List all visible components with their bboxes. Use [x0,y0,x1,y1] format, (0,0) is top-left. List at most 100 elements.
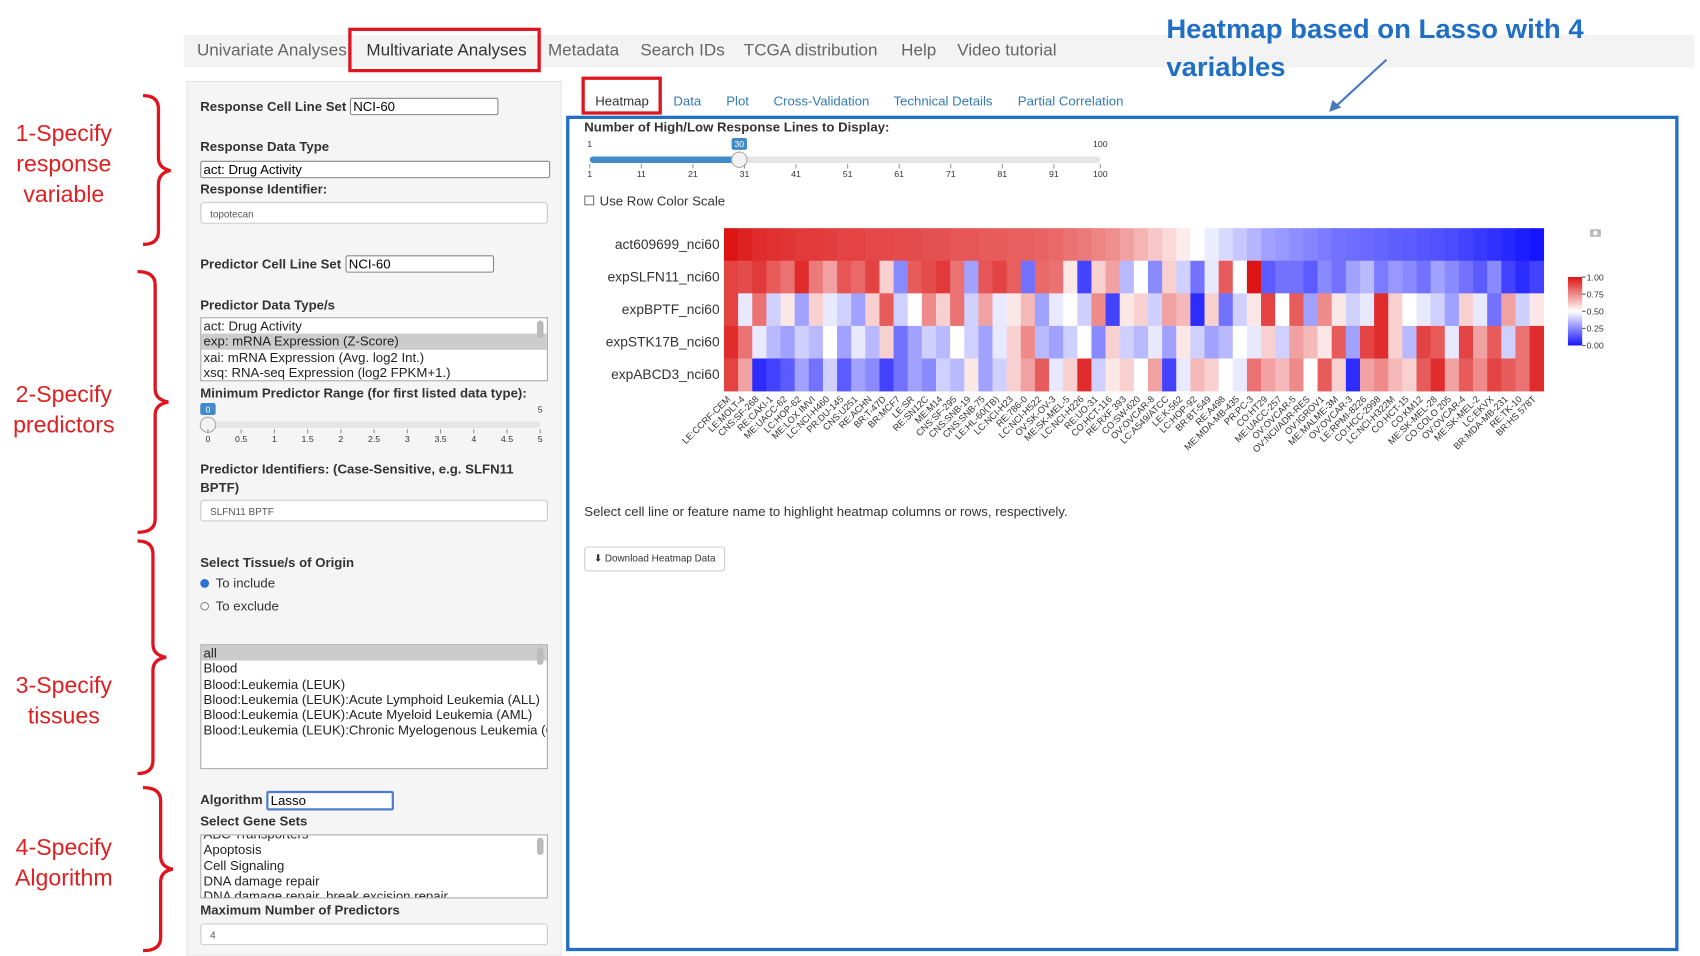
radio-dot[interactable] [200,601,210,611]
list-option[interactable]: ABC Transporters [203,834,309,842]
list-option[interactable]: xsq: RNA-seq Expression (log2 FPKM+1.) [203,364,451,381]
camera-icon[interactable] [1589,229,1601,237]
heatmap-cell [935,260,951,294]
heatmap-cell [1458,358,1474,392]
nav-tab[interactable]: Video tutorial [957,41,1057,60]
sub-tab[interactable]: Partial Correlation [1017,93,1124,109]
sub-tab[interactable]: Cross-Validation [773,93,870,109]
slider-max: 5 [538,404,543,414]
colorbar-tick-label: 0.75 [1587,289,1604,299]
list-option[interactable]: Blood:Leukemia (LEUK):Acute Lymphoid Leu… [203,691,540,708]
text-input[interactable]: 4 [200,923,548,946]
heatmap-cell [837,325,852,359]
list-option[interactable]: act: Drug Activity [203,318,302,334]
listbox[interactable]: act: Drug Activity exp: mRNA Expression (… [200,317,548,382]
sub-tab[interactable]: Plot [726,93,749,109]
nav-tab[interactable]: Univariate Analyses [196,41,347,60]
list-option[interactable]: Cell Signaling [203,857,285,874]
sub-tab[interactable]: Data [673,93,702,109]
row-label[interactable]: expABCD3_nci60 [611,367,720,382]
brackets [137,93,174,953]
colorbar-tick-label: 1.00 [1587,272,1604,282]
heatmap-cell [1515,325,1530,359]
heatmap-cell [1303,358,1318,392]
heatmap-cell [808,228,824,262]
select[interactable]: act: Drug Activity [200,160,551,179]
heatmap-cell [865,358,880,392]
listbox[interactable]: all Blood Blood:Leukemia (LEUK) Blood:Leuke… [200,644,548,770]
heatmap-cell [1204,260,1219,294]
heatmap-cell [950,325,965,359]
sub-tab-active[interactable]: Heatmap [595,93,649,109]
heatmap-cell [752,325,767,359]
heatmap-cell [921,293,937,327]
slider-handle[interactable] [731,151,748,168]
heatmap-cell [752,293,767,327]
heatmap-cell [1190,358,1205,392]
checkbox-label: Use Row Color Scale [599,193,726,209]
list-option[interactable]: Blood [203,660,238,677]
nav-tab[interactable]: Help [901,41,937,60]
list-option[interactable]: xai: mRNA Expression (Avg. log2 Int.) [203,349,425,365]
heatmap-cell [1359,228,1375,262]
heatmap-cell [1232,260,1248,294]
heatmap-cell [1162,358,1177,392]
slider-tick-label: 51 [843,169,853,179]
listbox[interactable]: ABC Transporters Apoptosis Cell Signaling D… [200,834,548,899]
heatmap-cell [1105,228,1121,262]
download-button[interactable]: ⬇ Download Heatmap Data [584,546,726,572]
heatmap-cell [1388,293,1403,327]
radio-label: To exclude [215,598,279,614]
list-option[interactable]: DNA damage repair [203,873,320,889]
heatmap-cell [865,228,880,262]
nav-tab[interactable]: Metadata [547,41,620,60]
list-option[interactable]: Blood:Leukemia (LEUK):Acute Myeloid Leuk… [203,707,533,723]
list-option[interactable]: exp: mRNA Expression (Z-Score) [201,333,547,350]
text-input[interactable]: topotecan [200,202,548,224]
heatmap-cell [1374,228,1389,262]
heatmap-cell [1458,228,1474,262]
heatmap-cell [1402,293,1417,327]
select[interactable]: NCI-60 [349,97,499,116]
list-option[interactable]: DNA damage repair, break excision repair [203,888,448,899]
heatmap-cell [1133,325,1149,359]
heatmap-cell [1218,260,1234,294]
slider-tick-label: 41 [791,169,801,179]
slider-tick-label: 0 [206,434,211,444]
nav-tab[interactable]: TCGA distribution [743,41,878,60]
radio[interactable]: To exclude [200,599,279,614]
radio[interactable]: To include [200,576,275,591]
nav-tab[interactable]: Search IDs [640,41,725,60]
list-option[interactable]: Blood:Leukemia (LEUK) [203,676,346,692]
heatmap-cell [752,260,767,294]
heatmap-cell [1204,358,1219,392]
heatmap-cell [964,293,979,327]
text-input[interactable]: SLFN11 BPTF [200,499,548,522]
heatmap-cell [1388,358,1403,392]
heatmap-cell [992,260,1007,294]
heatmap-cell [935,293,951,327]
row-label[interactable]: expBPTF_nci60 [622,302,720,317]
select[interactable]: Lasso [266,790,394,811]
checkbox-box[interactable] [584,195,595,206]
row-label[interactable]: act609699_nci60 [615,237,720,252]
heatmap-cell [907,228,923,262]
radio-dot[interactable] [200,579,210,588]
heatmap-cell [794,293,810,327]
list-option[interactable]: Apoptosis [203,842,262,858]
checkbox[interactable]: Use Row Color Scale [584,193,726,209]
heatmap-cell [1289,228,1304,262]
row-label[interactable]: expSTK17B_nci60 [606,335,720,350]
slider-value: 30 [734,139,744,149]
heatmap-cell [1034,358,1050,392]
heatmap-cell [837,358,852,392]
list-option[interactable]: Blood:Leukemia (LEUK):Chronic Myelogenou… [203,722,548,739]
select[interactable]: NCI-60 [345,255,495,273]
sub-tab[interactable]: Technical Details [893,93,993,109]
row-label[interactable]: expSLFN11_nci60 [608,269,720,284]
nav-tab-active[interactable]: Multivariate Analyses [366,41,527,60]
slider-tick-label: 0.5 [235,434,247,444]
list-option[interactable]: all [201,645,547,661]
heatmap-cell [1232,325,1248,359]
field-label: Response Data Type [200,139,330,155]
